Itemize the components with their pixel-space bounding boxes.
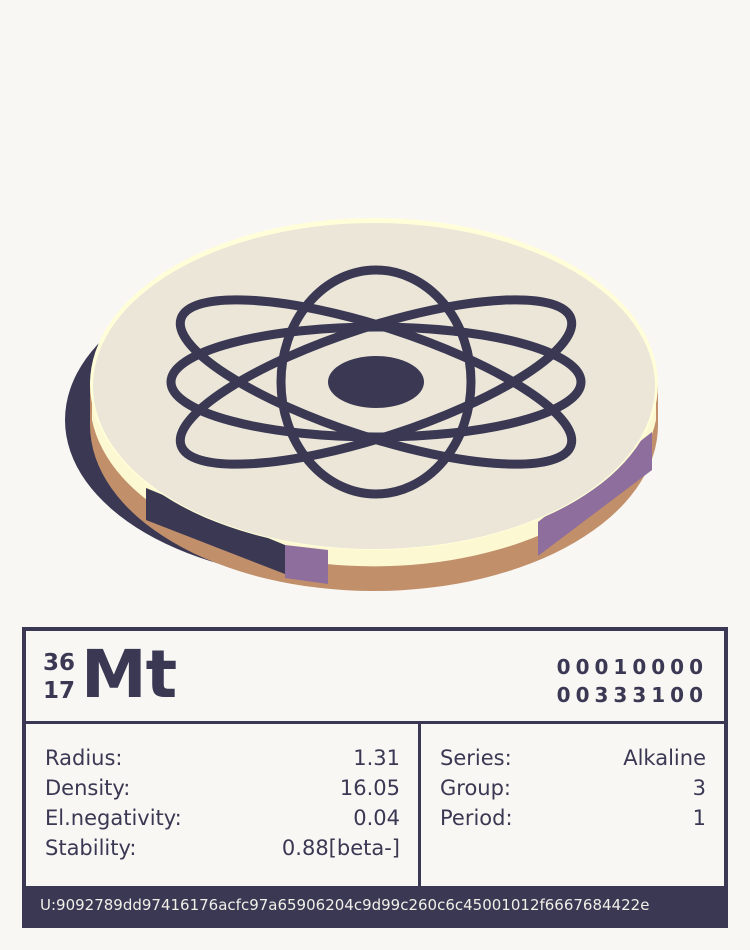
property-label: Period: <box>440 806 513 830</box>
properties-left: Radius: 1.31 Density: 16.05 El.negativity:… <box>26 724 421 886</box>
element-card: 36 17 Mt 00010000 00333100 Radius: 1.31 D… <box>22 627 728 928</box>
card-header: 36 17 Mt 00010000 00333100 <box>26 631 724 724</box>
property-label: Stability: <box>45 836 137 860</box>
property-value: Alkaline <box>623 746 706 770</box>
coin-illustration <box>65 218 658 591</box>
property-value: 0.04 <box>353 806 400 830</box>
property-group: Group: 3 <box>421 773 724 803</box>
property-label: Density: <box>45 776 131 800</box>
property-value: 3 <box>692 776 706 800</box>
coin-stripe-dark <box>146 488 285 574</box>
property-period: Period: 1 <box>421 803 724 833</box>
property-label: El.negativity: <box>45 806 182 830</box>
property-electronegativity: El.negativity: 0.04 <box>26 803 418 833</box>
property-value: 1.31 <box>353 746 400 770</box>
nuclide-numbers: 36 17 <box>43 649 75 705</box>
element-symbol: Mt <box>81 636 177 713</box>
property-radius: Radius: 1.31 <box>26 743 418 773</box>
coin-stripe-purple <box>285 545 328 584</box>
bit-codes: 00010000 00333100 <box>557 653 708 709</box>
property-label: Series: <box>440 746 512 770</box>
property-density: Density: 16.05 <box>26 773 418 803</box>
mass-number: 36 <box>43 650 76 676</box>
uid-footer: U:9092789dd97416176acfc97a65906204c9d99c… <box>26 886 724 924</box>
property-series: Series: Alkaline <box>421 743 724 773</box>
property-label: Radius: <box>45 746 123 770</box>
atom-icon <box>166 265 586 499</box>
property-stability: Stability: 0.88[beta-] <box>26 833 418 863</box>
atomic-number: 17 <box>43 678 76 704</box>
property-value: 16.05 <box>339 776 400 800</box>
bit-code-2: 00333100 <box>556 683 708 707</box>
bit-code-1: 00010000 <box>556 655 708 679</box>
property-value: 0.88[beta-] <box>281 836 400 860</box>
property-label: Group: <box>440 776 512 800</box>
properties-right: Series: Alkaline Group: 3 Period: 1 <box>421 724 724 886</box>
property-value: 1 <box>692 806 706 830</box>
